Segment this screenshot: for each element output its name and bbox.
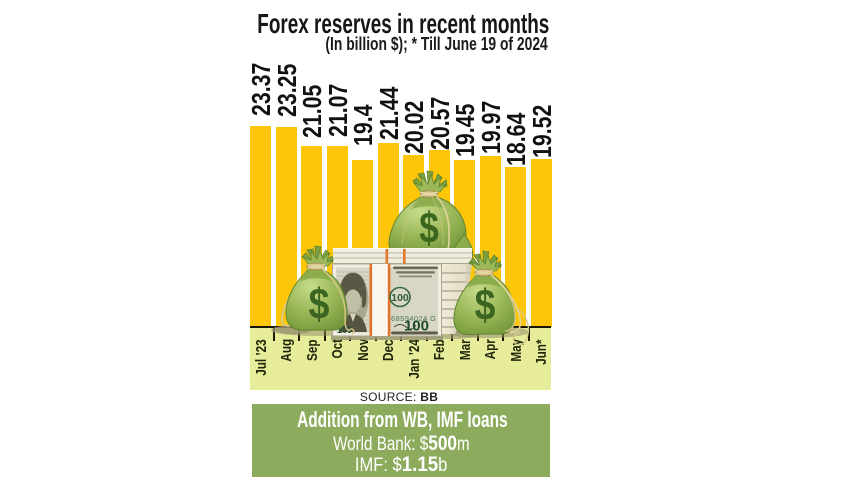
svg-text:100: 100 — [391, 292, 409, 304]
svg-text:100: 100 — [404, 318, 429, 335]
svg-text:68594024 G: 68594024 G — [391, 314, 436, 323]
svg-text:$: $ — [475, 280, 496, 330]
svg-text:100: 100 — [337, 325, 352, 335]
svg-text:$: $ — [309, 279, 330, 329]
svg-text:$: $ — [419, 204, 439, 253]
